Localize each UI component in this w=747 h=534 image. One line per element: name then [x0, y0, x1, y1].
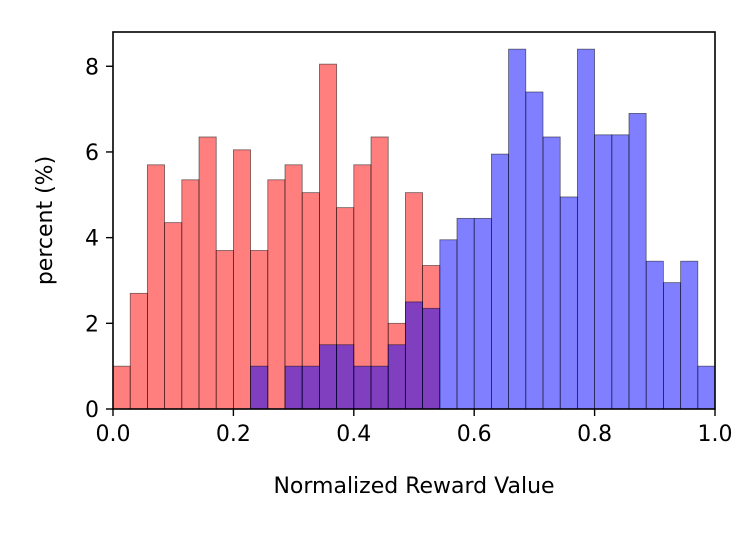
red-bar-1 — [129, 292, 148, 410]
blue-bar-14 — [508, 48, 527, 410]
blue-bar-12 — [473, 217, 492, 410]
y-tick-label: 4 — [85, 227, 99, 252]
red-bar-7 — [232, 149, 251, 410]
x-tick-label: 0.2 — [216, 422, 251, 447]
blue-bar-15 — [525, 91, 544, 410]
x-axis-ticks: 0.0 0.2 0.4 0.6 0.8 1.0 — [96, 409, 733, 447]
blue-bar-13 — [491, 153, 510, 410]
blue-bar-10 — [439, 239, 458, 410]
x-tick-label: 1.0 — [698, 422, 733, 447]
blue-bar-8 — [404, 301, 423, 410]
blue-bar-24 — [680, 260, 699, 410]
blue-bar-6 — [370, 365, 389, 410]
red-bar-2 — [146, 164, 165, 410]
blue-bar-21 — [628, 112, 647, 410]
blue-bar-22 — [645, 260, 664, 410]
blue-bar-20 — [611, 134, 630, 410]
y-tick-label: 0 — [85, 398, 99, 423]
red-bar-6 — [215, 250, 234, 410]
red-bar-9 — [267, 179, 286, 410]
blue-bar-1 — [284, 365, 303, 410]
x-tick-label: 0.4 — [336, 422, 371, 447]
red-bar-0 — [112, 365, 131, 410]
red-bar-5 — [198, 136, 217, 410]
plot-frame — [112, 31, 716, 410]
blue-bar-11 — [456, 217, 475, 410]
y-tick-label: 8 — [85, 55, 99, 80]
x-axis-label: Normalized Reward Value — [273, 474, 554, 499]
blue-bar-4 — [336, 344, 355, 410]
x-tick-label: 0.8 — [577, 422, 612, 447]
red-bar-4 — [181, 179, 200, 410]
blue-bar-2 — [301, 365, 320, 410]
blue-bar-5 — [353, 365, 372, 410]
y-tick-label: 6 — [85, 141, 99, 166]
blue-bar-23 — [663, 282, 682, 410]
y-axis-ticks: 0 2 4 6 8 — [85, 55, 113, 423]
blue-bar-17 — [559, 196, 578, 410]
blue-bar-16 — [542, 136, 561, 410]
y-axis-label: percent (%) — [33, 156, 58, 285]
red-bar-3 — [164, 222, 183, 410]
blue-bar-7 — [387, 344, 406, 410]
blue-bar-18 — [576, 48, 595, 410]
blue-bar-9 — [422, 307, 441, 410]
x-tick-label: 0.0 — [96, 422, 131, 447]
x-tick-label: 0.6 — [457, 422, 492, 447]
blue-bar-0 — [250, 365, 269, 410]
blue-bar-19 — [594, 134, 613, 410]
blue-bar-3 — [319, 344, 338, 410]
y-tick-label: 2 — [85, 312, 99, 337]
blue-bar-25 — [697, 365, 716, 410]
